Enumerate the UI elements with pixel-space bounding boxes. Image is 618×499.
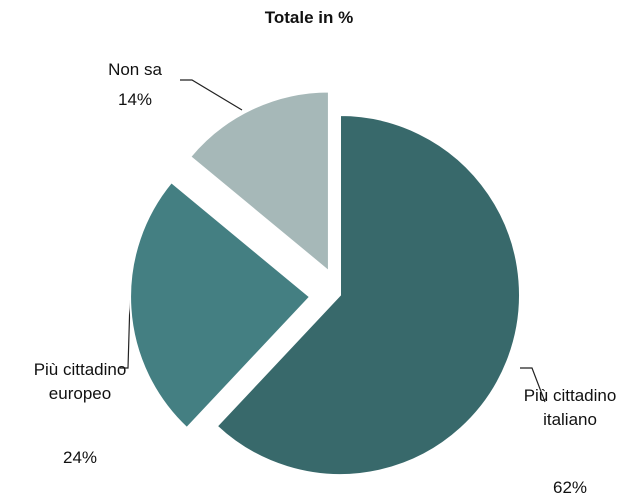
value-label: 62%	[552, 478, 588, 497]
value-label: 24%	[62, 448, 98, 467]
slice-label: Più cittadino italiano	[523, 386, 617, 429]
pie-slice	[215, 113, 521, 476]
slice-label: Non sa	[108, 60, 162, 79]
leader-line	[520, 367, 546, 403]
pie-slice	[129, 180, 312, 430]
chart-title: Totale in %	[264, 8, 354, 27]
leader-lines	[120, 79, 546, 403]
leader-line	[180, 79, 243, 111]
leader-line	[120, 299, 131, 369]
slice-label: Più cittadino europeo	[33, 360, 127, 403]
value-label: 14%	[117, 90, 153, 109]
pie-slice	[188, 90, 330, 274]
